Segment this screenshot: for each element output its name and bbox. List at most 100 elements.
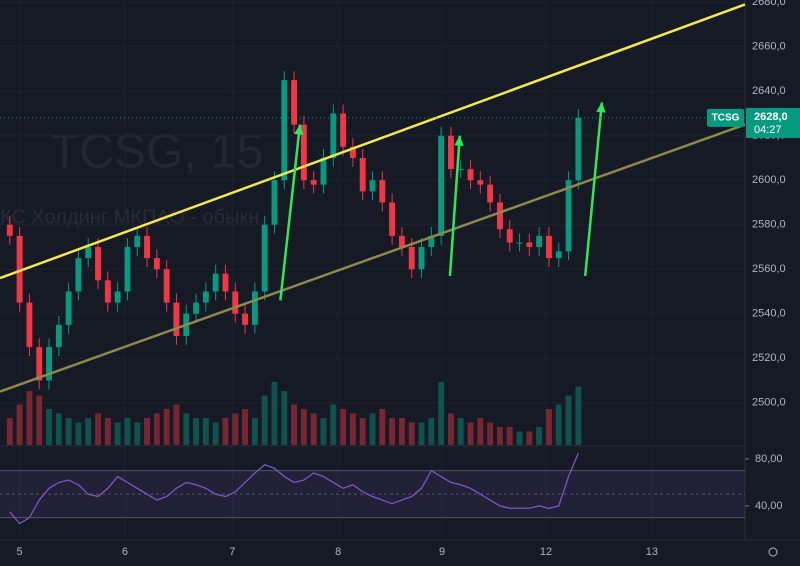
candle-body	[575, 117, 582, 181]
settings-icon[interactable]	[768, 547, 778, 557]
arrow-head	[596, 102, 606, 113]
candle-body	[144, 235, 150, 259]
candle-body	[506, 229, 513, 243]
symbol-tag	[707, 108, 744, 127]
volume-bar	[291, 404, 298, 445]
candle-body	[526, 242, 533, 247]
volume-bar	[428, 418, 435, 445]
volume-bar	[85, 418, 92, 445]
volume-bar	[55, 413, 62, 445]
candle-body	[55, 324, 62, 348]
volume-bar	[575, 386, 582, 445]
volume-bar	[546, 409, 552, 445]
candle-body	[65, 291, 72, 325]
candle-body	[330, 113, 337, 158]
candle-body	[6, 224, 13, 236]
arrow-head	[454, 135, 464, 146]
y-tick-label: 2520,0	[752, 352, 786, 364]
symbol-label: TCSG	[712, 113, 740, 124]
candle-body	[242, 313, 249, 325]
volume-bar	[183, 413, 190, 445]
candle-body	[46, 347, 52, 381]
candle-body	[16, 235, 23, 303]
watermark: TCSG, 15	[50, 126, 263, 179]
volume-bar	[320, 418, 327, 445]
volume-bar	[46, 409, 52, 445]
volume-bar	[95, 413, 101, 445]
arrow-line	[448, 135, 461, 276]
y-tick-label: 2540,0	[752, 308, 786, 320]
candle-body	[340, 113, 347, 147]
volume-bar	[222, 418, 229, 445]
volume-bar	[359, 418, 366, 445]
x-tick-label: 13	[646, 546, 658, 558]
candle-body	[261, 224, 268, 292]
candle-body	[565, 180, 572, 252]
rsi-tick-label: 80,00	[755, 453, 783, 465]
candle-body	[104, 280, 111, 303]
price-label: 2628,0	[754, 111, 788, 123]
volume-bar	[124, 418, 131, 445]
volume-bar	[418, 422, 425, 445]
trend-line	[0, 3, 746, 280]
volume-bar	[104, 418, 111, 445]
volume-bar	[349, 413, 356, 445]
y-tick-label: 2500,0	[752, 397, 786, 409]
candle-body	[251, 291, 258, 325]
candle-body	[457, 169, 464, 171]
volume-bar	[565, 395, 572, 445]
candle-body	[124, 246, 131, 292]
candle-body	[369, 180, 376, 192]
volume-bar	[555, 404, 562, 445]
volume-bar	[457, 418, 464, 445]
y-tick-label: 2680,0	[752, 0, 786, 8]
candle-body	[447, 135, 454, 170]
volume-bar	[408, 422, 415, 445]
candle-body	[281, 80, 288, 181]
candle-body	[379, 180, 386, 203]
volume-bar	[496, 427, 503, 445]
candle-body	[202, 291, 209, 303]
candle-body	[85, 246, 92, 259]
volume-bar	[379, 409, 386, 445]
watermark-subtitle: КС Холдинг МКПАО - обыкн.	[0, 206, 265, 228]
y-tick-label: 2600,0	[752, 174, 786, 186]
candle-body	[114, 291, 121, 303]
volume-bar	[144, 418, 150, 445]
volume-bar	[506, 427, 513, 445]
candle-body	[75, 258, 82, 292]
volume-bar	[242, 409, 249, 445]
volume-bar	[16, 404, 23, 445]
price-tag	[746, 107, 800, 138]
candle-body	[163, 269, 170, 303]
candle-body	[291, 80, 298, 125]
candle-body	[516, 242, 523, 244]
candle-body	[546, 235, 552, 259]
x-tick-label: 6	[122, 546, 128, 558]
candle-body	[408, 246, 415, 270]
x-tick-label: 9	[439, 546, 445, 558]
volume-bar	[65, 418, 72, 445]
volume-bar	[330, 404, 337, 445]
candle-body	[487, 184, 494, 203]
candle-body	[36, 347, 43, 381]
volume-bar	[153, 413, 160, 445]
candle-body	[428, 235, 435, 247]
volume-bar	[193, 418, 199, 445]
candle-body	[349, 146, 356, 158]
volume-bar	[281, 391, 288, 445]
candle-body	[398, 235, 405, 247]
volume-bar	[271, 382, 278, 445]
candle-body	[389, 202, 396, 236]
rsi-line	[9, 452, 579, 525]
rsi-tick-label: 40,00	[755, 500, 783, 512]
volume-bar	[261, 395, 268, 445]
candle-body	[26, 302, 33, 348]
volume-bar	[398, 418, 405, 445]
volume-bar	[163, 409, 170, 445]
volume-bar	[526, 431, 533, 445]
candle-body	[300, 124, 307, 181]
candle-body	[222, 273, 229, 292]
volume-bar	[114, 422, 121, 445]
